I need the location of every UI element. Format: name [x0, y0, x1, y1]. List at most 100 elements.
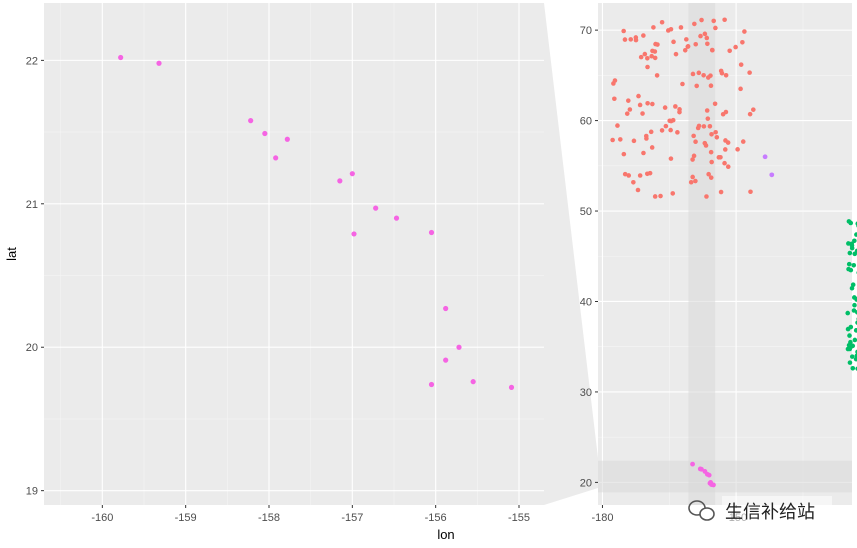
- data-point: [659, 128, 665, 133]
- data-point: [670, 117, 676, 123]
- data-point: [704, 108, 710, 113]
- x-tick-label: -158: [258, 512, 280, 524]
- y-tick-label: 20: [26, 342, 38, 354]
- data-point: [722, 160, 727, 166]
- data-point: [690, 71, 696, 77]
- data-point: [624, 111, 630, 116]
- left-panel: -160 -159 -158 -157 -156 -155 19 20 21 22 lon la…: [4, 3, 544, 542]
- y-tick-label: 19: [26, 486, 38, 498]
- data-point: [633, 35, 639, 40]
- data-point: [617, 137, 623, 142]
- data-point: [853, 356, 857, 362]
- watermark-text: 生信补给站: [725, 502, 815, 523]
- data-point: [707, 123, 713, 129]
- data-point: [708, 149, 714, 155]
- data-point: [704, 194, 709, 199]
- y-tick-label: 40: [580, 296, 592, 308]
- data-point: [428, 229, 435, 236]
- data-point: [723, 138, 728, 143]
- x-axis-title: lon: [437, 527, 454, 542]
- data-point: [645, 64, 650, 70]
- data-point: [663, 123, 669, 129]
- data-point: [642, 51, 648, 57]
- data-point: [637, 102, 643, 108]
- data-point: [659, 19, 665, 25]
- data-point: [662, 105, 668, 110]
- y-tick-label: 30: [580, 387, 592, 399]
- data-point: [847, 346, 853, 352]
- data-point: [610, 137, 615, 143]
- data-point: [725, 164, 731, 169]
- data-point: [645, 55, 650, 61]
- data-point: [684, 37, 689, 42]
- data-point: [706, 472, 712, 478]
- data-point: [508, 384, 515, 390]
- data-point: [668, 127, 673, 133]
- data-point: [690, 157, 695, 162]
- data-point: [615, 123, 620, 128]
- data-point: [645, 101, 650, 106]
- data-point: [699, 17, 704, 23]
- data-point: [688, 179, 694, 185]
- left-data-points: [118, 54, 515, 390]
- data-point: [762, 154, 768, 160]
- data-point: [621, 151, 627, 157]
- data-point: [692, 21, 697, 27]
- data-point: [850, 282, 856, 288]
- data-point: [680, 81, 685, 87]
- data-point: [248, 118, 254, 124]
- data-point: [612, 96, 617, 102]
- data-point: [711, 482, 716, 488]
- y-tick-label: 20: [580, 477, 592, 489]
- data-point: [638, 54, 644, 60]
- data-point: [655, 42, 660, 47]
- data-point: [694, 83, 700, 89]
- data-point: [637, 173, 643, 178]
- data-point: [673, 51, 679, 57]
- data-point: [748, 189, 753, 195]
- data-point: [705, 41, 710, 47]
- data-point: [713, 25, 718, 31]
- data-point: [631, 180, 636, 185]
- data-point: [671, 39, 676, 45]
- data-point: [733, 44, 738, 50]
- data-point: [612, 78, 618, 83]
- data-point: [470, 379, 476, 385]
- x-tick-label: -180: [591, 512, 613, 524]
- data-point: [848, 220, 854, 226]
- data-point: [853, 328, 857, 333]
- data-point: [678, 25, 684, 30]
- data-point: [709, 132, 714, 137]
- left-y-ticks: 19 20 21 22: [26, 55, 44, 498]
- data-point: [373, 205, 379, 211]
- data-point: [702, 469, 708, 474]
- data-point: [273, 155, 279, 161]
- x-tick-label: -156: [425, 512, 447, 524]
- data-point: [658, 193, 663, 199]
- data-point: [747, 111, 753, 117]
- data-point: [703, 143, 709, 148]
- data-point: [705, 116, 711, 121]
- data-point: [854, 297, 857, 302]
- data-point: [696, 123, 702, 129]
- data-point: [693, 41, 699, 47]
- data-point: [852, 302, 857, 308]
- data-point: [740, 139, 746, 144]
- data-point: [443, 357, 449, 363]
- data-point: [849, 245, 855, 251]
- data-point: [667, 118, 672, 124]
- x-tick-label: -159: [175, 512, 197, 524]
- data-point: [701, 124, 707, 129]
- x-tick-label: -157: [341, 512, 363, 524]
- data-point: [713, 129, 718, 135]
- data-point: [685, 44, 691, 49]
- left-minor-grid: [44, 3, 544, 505]
- data-point: [262, 130, 268, 137]
- data-point: [647, 170, 653, 176]
- data-point: [847, 360, 853, 365]
- data-point: [649, 53, 654, 59]
- data-point: [846, 261, 852, 267]
- data-point: [852, 337, 857, 343]
- left-x-ticks: -160 -159 -158 -157 -156 -155: [91, 505, 530, 524]
